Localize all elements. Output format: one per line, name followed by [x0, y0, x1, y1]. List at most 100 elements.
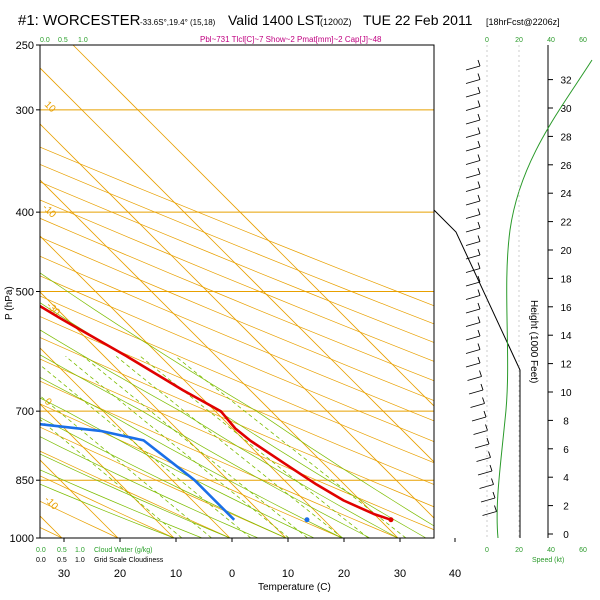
- moist-adiabat: [40, 453, 231, 538]
- isotherm-line: [40, 179, 399, 538]
- wind-barb: [474, 443, 490, 449]
- top-scale-1: 0.5: [58, 37, 68, 44]
- wind-barb-flag: [477, 289, 481, 296]
- temperature-tick-label: 10: [282, 568, 294, 580]
- wind-barb-flag: [488, 451, 491, 458]
- wind-barb-flag: [477, 235, 481, 242]
- mixing-ratio-line: [175, 355, 407, 538]
- wind-barb-flag: [477, 262, 481, 269]
- wind-barb-flag: [477, 248, 481, 256]
- wind-barb-flag: [477, 154, 481, 161]
- mixing-ratio-line: [40, 364, 252, 538]
- wind-barb: [465, 227, 481, 233]
- moist-adiabat: [40, 354, 371, 538]
- wind-barb-flag: [477, 194, 481, 202]
- wind-barb-flag: [477, 316, 481, 323]
- wind-barb-flag: [483, 410, 487, 418]
- bottom-scale-2: 1.0: [75, 547, 85, 554]
- pressure-tick-label: 500: [16, 287, 34, 299]
- dry-adiabat: [40, 403, 343, 538]
- wind-barb-flag: [477, 127, 481, 134]
- temperature-tick-label: 0: [229, 568, 235, 580]
- dry-adiabat: [40, 146, 434, 307]
- wind-barb-flag: [477, 73, 481, 80]
- speed-axis-label: Speed (kt): [532, 557, 564, 564]
- wind-barb-flag: [485, 424, 488, 431]
- height-tick-label: 6: [563, 445, 569, 456]
- wind-barb-flag: [494, 505, 497, 512]
- speed-tick-top: 40: [547, 37, 555, 44]
- wind-barb-flag: [480, 383, 484, 391]
- temperature-tick-label: 30: [394, 568, 406, 580]
- wind-barb: [465, 187, 481, 192]
- height-tick-label: 16: [560, 303, 572, 314]
- wind-barb: [468, 389, 484, 395]
- height-tick-label: 28: [560, 132, 572, 143]
- temperature-axis-label: Temperature (C): [258, 582, 331, 593]
- wind-barb: [465, 241, 481, 246]
- mixing-ratio-label: 20: [374, 540, 384, 550]
- utc-time: (1200Z): [320, 17, 352, 27]
- height-tick-label: 4: [563, 473, 569, 484]
- temperature-tick-label: 40: [449, 568, 461, 580]
- dry-adiabat: [40, 164, 434, 325]
- wind-barb: [465, 92, 481, 98]
- dry-adiabat: [40, 337, 434, 508]
- bottom-scale-1: 0.5: [57, 547, 67, 554]
- temperature-trace: [40, 304, 392, 522]
- height-tick-label: 24: [560, 189, 572, 200]
- speed-tick-top: 60: [579, 37, 587, 44]
- wind-barb: [465, 200, 481, 206]
- dry-adiabat: [40, 358, 434, 531]
- sounding-indices: Pbl~731 Tlcl[C]~7 Show~2 Pmat[mm]~2 Cap[…: [200, 35, 382, 44]
- wind-barb: [465, 79, 481, 84]
- mixing-ratio-line: [65, 355, 290, 538]
- height-tick-label: 0: [563, 530, 569, 541]
- pressure-tick-label: 1000: [10, 533, 34, 545]
- valid-time: Valid 1400 LST: [228, 12, 323, 28]
- mixing-ratio-label: 2: [185, 540, 190, 550]
- sounding-traces: [40, 304, 394, 523]
- wind-barb: [465, 106, 481, 111]
- isotherm-line: [40, 403, 175, 538]
- bottom-scale-b1: 0.5: [57, 557, 67, 564]
- pressure-axis: 250 300 400 500 700 850 1000: [10, 40, 40, 545]
- wind-barb: [479, 484, 494, 489]
- mixing-ratio-label: 5: [240, 540, 245, 550]
- wind-height-panel: 0246810121416182022242628303200202040406…: [433, 37, 593, 554]
- height-tick-label: 26: [560, 161, 572, 172]
- mixing-ratio-line: [82, 355, 308, 538]
- pressure-axis-label: P (hPa): [4, 286, 15, 320]
- bottom-cloud-scale: 0.0 0.5 1.0 Cloud Water (g/kg) 0.0 0.5 1…: [36, 547, 164, 564]
- wind-panel-boundary: [433, 209, 521, 538]
- wind-barb-flag: [477, 100, 481, 107]
- isotherm-line: [40, 291, 287, 538]
- dry-adiabat: [40, 255, 434, 422]
- surface-temp-dot: [388, 517, 394, 523]
- height-tick-label: 22: [560, 218, 572, 229]
- bottom-scale-0: 0.0: [36, 547, 46, 554]
- wind-barb: [465, 308, 481, 314]
- wind-speed-profile: [496, 59, 593, 539]
- wind-barb-flag: [477, 356, 481, 364]
- mixing-ratio-line: [40, 419, 183, 538]
- wind-barb: [465, 160, 481, 165]
- chart-coords: -33.6S°,19.4° (15,18): [140, 18, 216, 27]
- wind-barb-flag: [491, 478, 494, 485]
- moist-adiabat: [40, 397, 315, 538]
- pressure-tick-label: 250: [16, 40, 34, 52]
- wind-barb-flag: [477, 181, 481, 188]
- speed-tick-top: 0: [485, 37, 489, 44]
- moist-adiabat: [40, 483, 175, 538]
- wind-barb-flag: [477, 140, 481, 148]
- surface-dewpoint-dot: [304, 517, 310, 523]
- wind-barb-flag: [477, 302, 481, 310]
- bottom-scale-b2: 1.0: [75, 557, 85, 564]
- mixing-ratio-line: [140, 355, 369, 538]
- wind-barb-flag: [477, 113, 481, 121]
- height-tick-label: 10: [560, 388, 572, 399]
- height-axis-label: Height (1000 Feet): [528, 300, 539, 383]
- dry-adiabat: [40, 316, 434, 485]
- wind-barb-flag: [477, 59, 481, 67]
